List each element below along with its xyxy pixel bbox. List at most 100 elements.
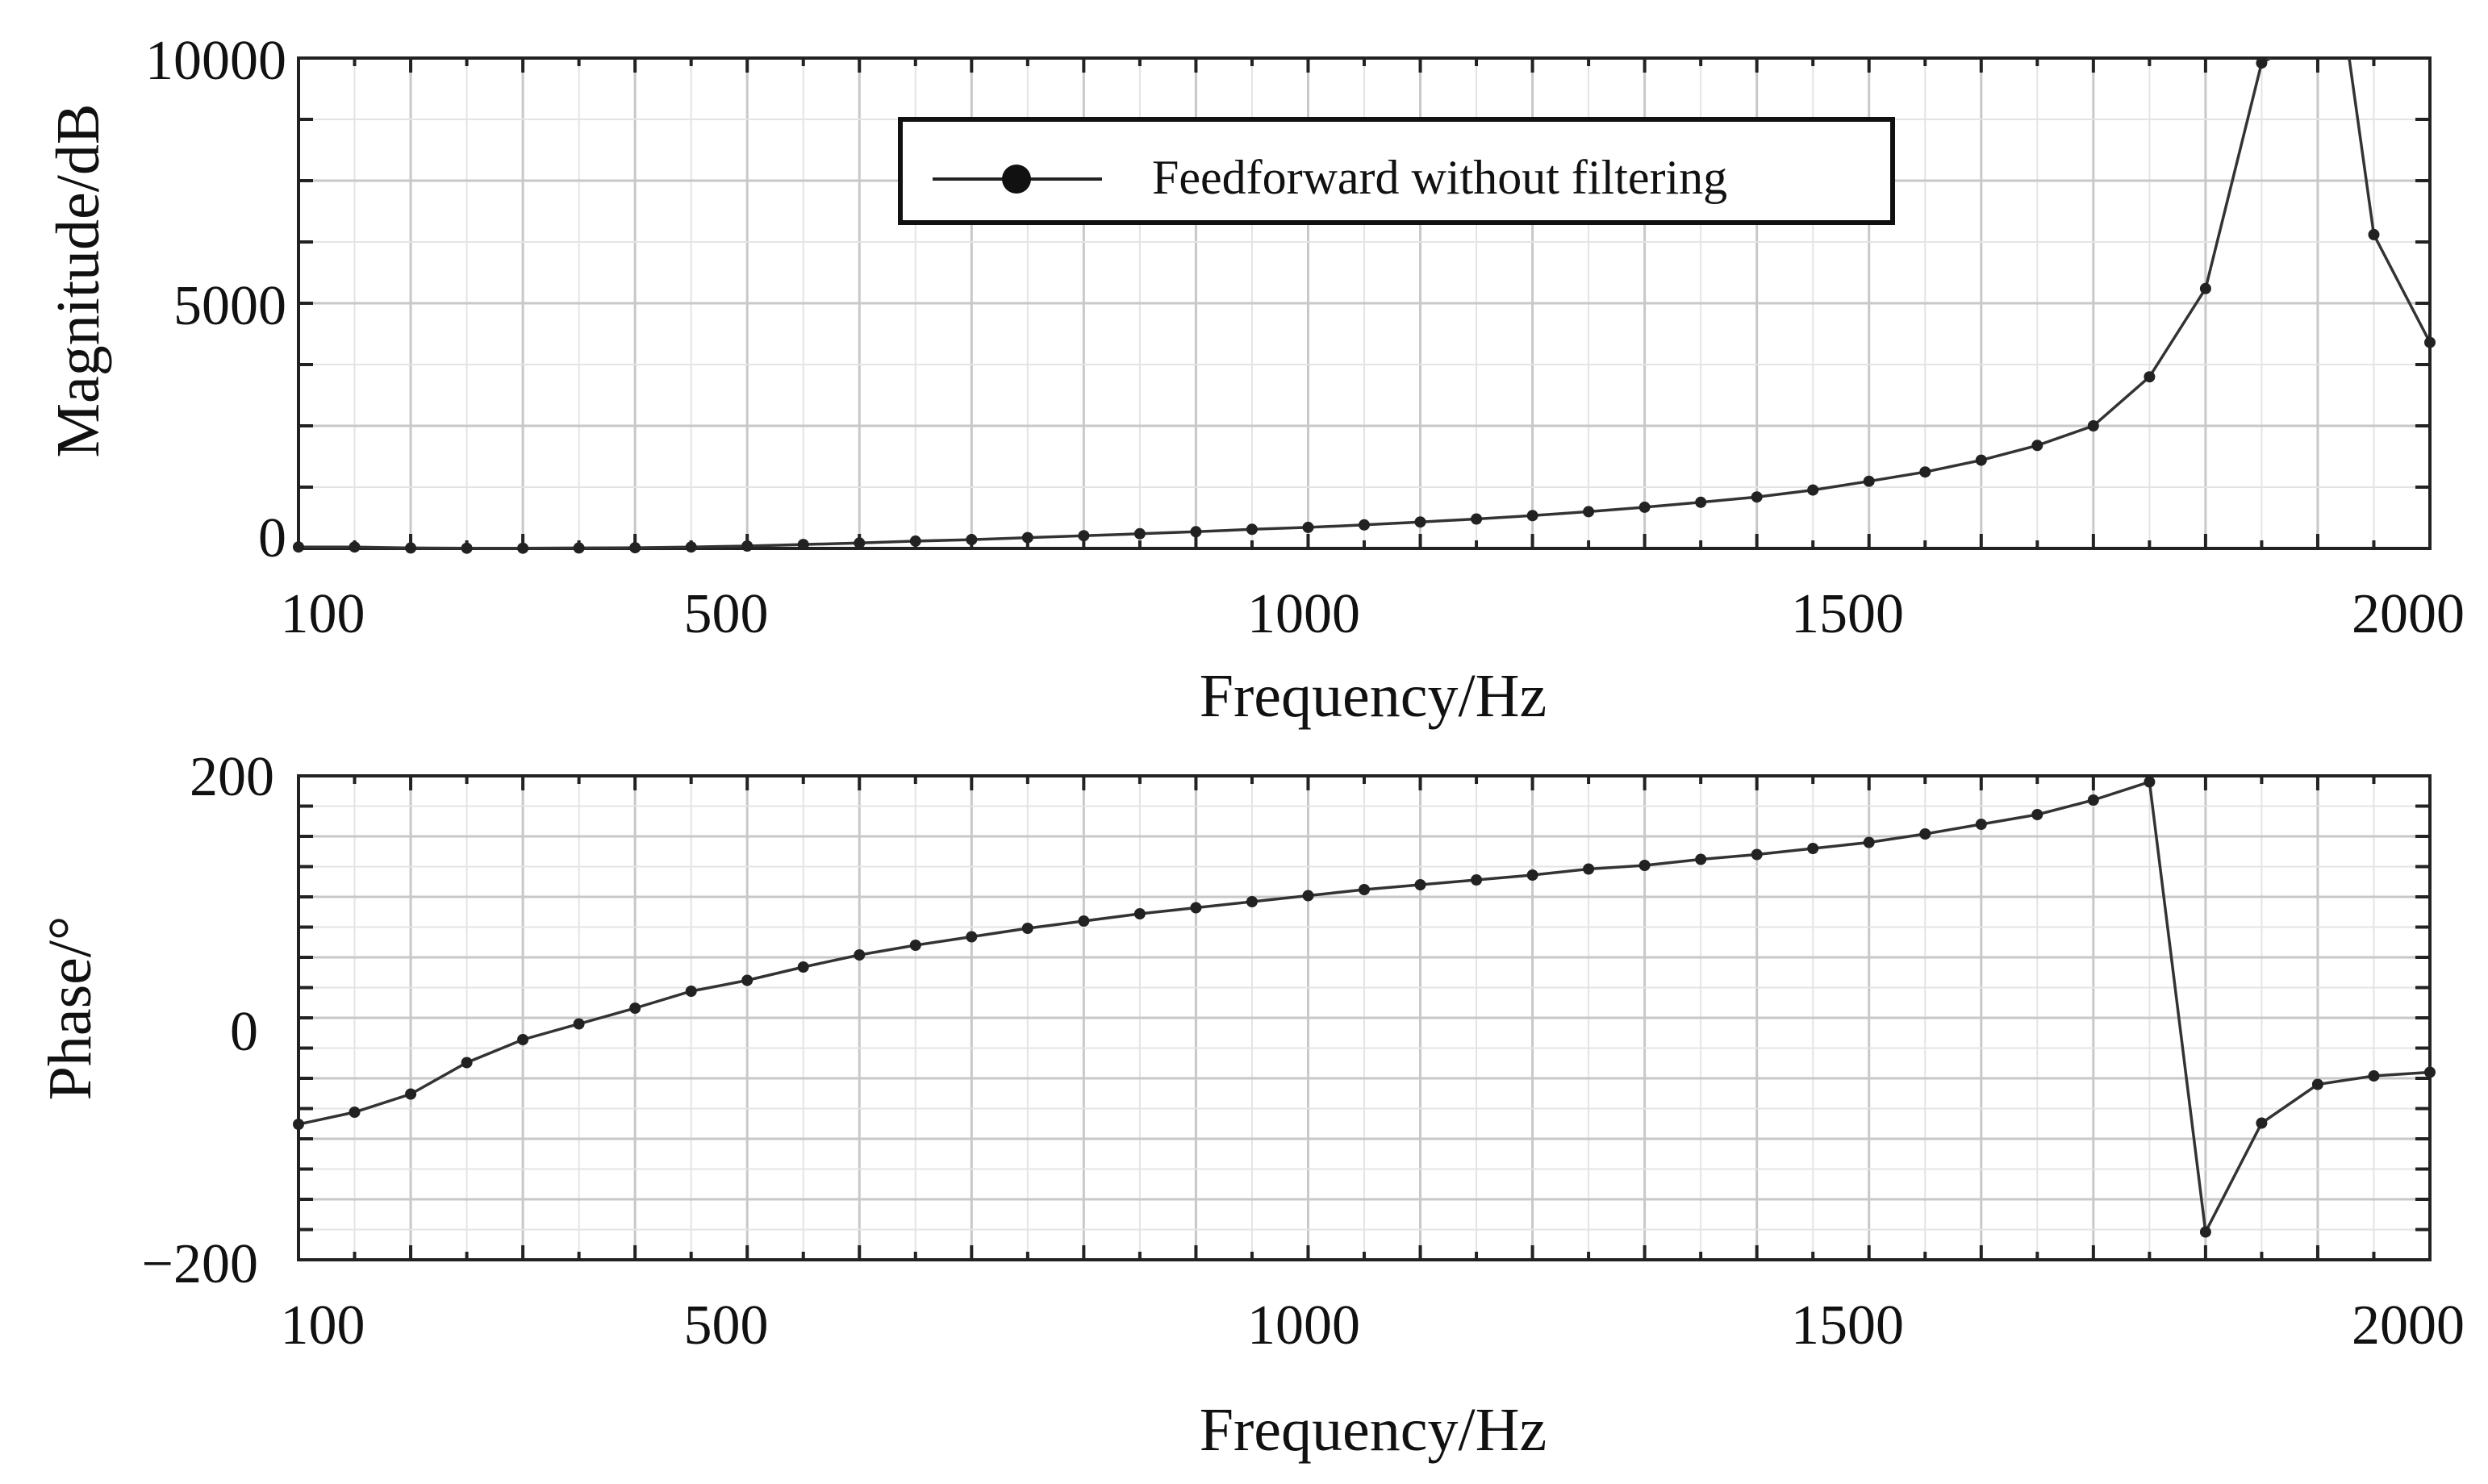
legend-box: [898, 117, 1895, 225]
magnitude-xtick-label: 1500: [1791, 583, 1904, 645]
phase-data-point: [2087, 794, 2099, 806]
phase-grid: [297, 774, 2432, 1261]
phase-data-point: [405, 1088, 417, 1100]
phase-data-point: [741, 974, 753, 986]
phase-data-point: [1919, 828, 1931, 840]
phase-data-point: [1133, 908, 1146, 919]
phase-data-point: [573, 1018, 585, 1030]
magnitude-data-point: [1302, 521, 1314, 533]
phase-data-point: [966, 931, 978, 943]
phase-data-point: [909, 940, 921, 951]
magnitude-yaxis-title: Magnitude/dB: [44, 103, 112, 457]
phase-data-point: [1302, 890, 1314, 902]
magnitude-xtick-label: 100: [281, 583, 365, 645]
magnitude-data-point: [2031, 440, 2043, 452]
phase-ytick-label: −200: [142, 1233, 258, 1295]
phase-data-point: [2144, 776, 2156, 788]
magnitude-data-point: [1021, 531, 1033, 544]
magnitude-xtick-label: 2000: [2352, 583, 2465, 645]
magnitude-data-point: [1190, 526, 1202, 538]
legend-entry-label: Feedforward without filtering: [1152, 151, 1727, 204]
phase-data-point: [2368, 1070, 2380, 1082]
phase-data-point: [1414, 879, 1426, 890]
magnitude-ytick-label: 10000: [145, 30, 286, 92]
phase-data-point: [461, 1057, 473, 1069]
phase-data-point: [2031, 809, 2043, 820]
phase-data-point: [1751, 848, 1763, 861]
magnitude-data-point: [2144, 371, 2156, 383]
magnitude-data-point: [1695, 496, 1707, 508]
phase-xaxis-title: Frequency/Hz: [1200, 1396, 1547, 1464]
magnitude-data-point: [1078, 530, 1090, 542]
magnitude-data-point: [405, 542, 417, 554]
phase-yaxis-title: Phase/°: [36, 916, 104, 1101]
phase-data-point: [1975, 819, 1987, 830]
magnitude-data-point: [1471, 513, 1483, 525]
phase-xtick-label: 1000: [1247, 1294, 1360, 1357]
phase-xtick-label: 500: [684, 1294, 769, 1357]
magnitude-data-point: [1751, 491, 1763, 503]
phase-ticks: [297, 774, 2432, 1261]
magnitude-data-point: [1975, 454, 1987, 466]
magnitude-data-point: [1359, 519, 1370, 531]
magnitude-data-point: [1133, 527, 1146, 540]
magnitude-data-point: [1526, 510, 1538, 522]
magnitude-series: [293, 56, 2436, 554]
magnitude-data-point: [2368, 228, 2380, 240]
magnitude-data-point: [293, 541, 304, 553]
phase-data-point: [2311, 1078, 2323, 1090]
magnitude-data-point: [854, 537, 866, 549]
magnitude-data-point: [517, 542, 529, 554]
magnitude-data-point: [909, 535, 921, 547]
phase-data-point: [1695, 853, 1707, 865]
magnitude-data-point: [741, 540, 753, 552]
phase-data-point: [2256, 1117, 2268, 1129]
phase-ytick-label: 200: [190, 746, 274, 808]
magnitude-data-point: [2424, 336, 2436, 348]
magnitude-data-point: [1414, 516, 1426, 528]
phase-data-point: [1638, 860, 1651, 871]
phase-xtick-label: 100: [281, 1294, 365, 1357]
magnitude-data-point: [797, 539, 809, 551]
phase-data-point: [1526, 869, 1538, 881]
phase-data-point: [1078, 915, 1090, 927]
magnitude-data-point: [1863, 475, 1875, 487]
phase-data-point: [2199, 1226, 2211, 1238]
phase-data-point: [629, 1003, 641, 1014]
phase-xtick-label: 1500: [1791, 1294, 1904, 1357]
magnitude-xaxis-title: Frequency/Hz: [1200, 662, 1547, 730]
phase-data-point: [1021, 923, 1033, 934]
magnitude-ytick-label: 5000: [173, 275, 286, 337]
phase-data-point: [1359, 884, 1370, 895]
magnitude-data-point: [1246, 523, 1258, 536]
phase-panel: 200 0 −200 100 500 1000 1500 2000 Freque…: [36, 746, 2465, 1464]
phase-data-point: [1190, 902, 1202, 914]
phase-data-point: [1807, 843, 1819, 854]
magnitude-data-point: [1807, 484, 1819, 496]
legend: Feedforward without filtering: [898, 117, 1895, 225]
phase-ytick-label: 0: [230, 1001, 258, 1063]
legend-marker-sample: [1002, 165, 1031, 194]
phase-data-point: [1471, 874, 1483, 886]
phase-data-point: [797, 961, 809, 973]
phase-data-point: [1583, 863, 1595, 875]
magnitude-data-point: [461, 542, 473, 554]
magnitude-data-point: [349, 541, 361, 553]
phase-xtick-label: 2000: [2352, 1294, 2465, 1357]
magnitude-data-point: [1919, 466, 1931, 478]
phase-data-point: [2424, 1066, 2436, 1078]
magnitude-xtick-label: 500: [684, 583, 769, 645]
magnitude-xtick-label: 1000: [1247, 583, 1360, 645]
magnitude-data-point: [685, 541, 697, 553]
phase-data-point: [349, 1107, 361, 1118]
phase-series: [293, 776, 2436, 1238]
phase-data-point: [1863, 836, 1875, 848]
magnitude-data-point: [1638, 501, 1651, 513]
magnitude-data-point: [573, 542, 585, 554]
phase-data-point: [854, 949, 866, 961]
phase-data-point: [1246, 896, 1258, 907]
magnitude-ytick-label: 0: [258, 507, 286, 569]
magnitude-panel: 10000 5000 0 100 500 1000 1500 2000 Freq…: [44, 30, 2465, 730]
magnitude-data-point: [2199, 282, 2211, 294]
